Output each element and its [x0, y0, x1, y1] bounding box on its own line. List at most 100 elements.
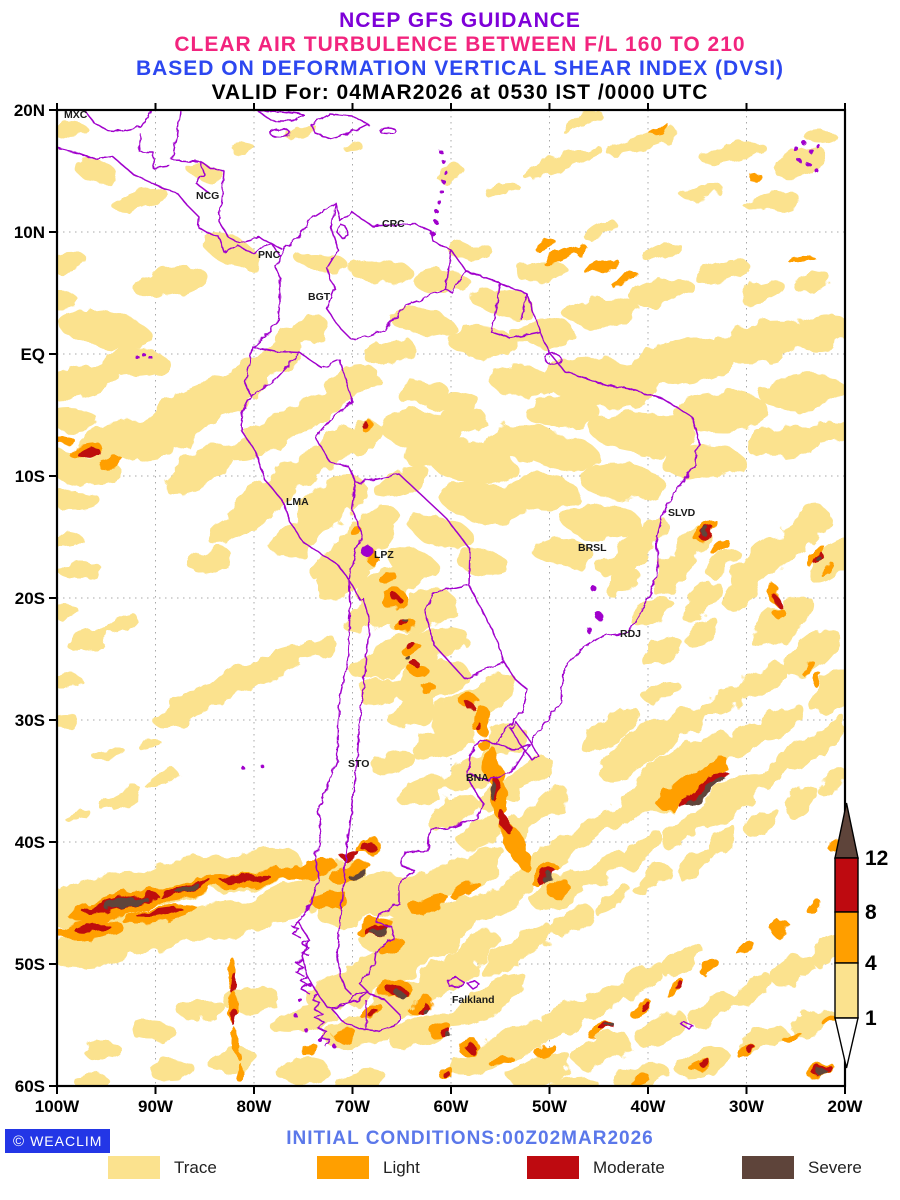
coastline-path [680, 1020, 694, 1030]
coastline-path [445, 249, 452, 291]
coastline-path [240, 202, 700, 1009]
island-dot [591, 586, 597, 592]
island-dot [816, 144, 820, 148]
coastline-path [509, 721, 539, 761]
lon-tick-label: 80W [237, 1097, 273, 1116]
title-method: BASED ON DEFORMATION VERTICAL SHEAR INDE… [135, 57, 785, 80]
city-label-bna: BNA [466, 772, 489, 784]
coastline-path [314, 401, 357, 484]
city-label-lma: LMA [286, 496, 309, 508]
coastline-path [355, 473, 471, 586]
coastline-path [495, 711, 523, 745]
city-label-slvd: SLVD [668, 507, 696, 519]
initial-conditions-text: INITIAL CONDITIONS:00Z02MAR2026 [286, 1128, 654, 1149]
island-dot [332, 1044, 336, 1048]
lat-tick-label: 30S [15, 711, 45, 730]
coastline-path [351, 270, 467, 341]
island-dot [136, 356, 140, 360]
island-dot [435, 210, 439, 214]
lat-tick-label: 60S [15, 1077, 45, 1096]
lat-tick-label: 40S [15, 833, 45, 852]
lon-tick-label: 30W [729, 1097, 765, 1116]
city-label-lpz: LPZ [374, 549, 394, 561]
colorbar-tick-label: 8 [865, 901, 877, 924]
lat-tick-label: 10N [14, 223, 45, 242]
map-content [57, 110, 845, 1087]
island-dot [809, 149, 815, 155]
city-label-ncg: NCG [196, 190, 219, 202]
island-dot [439, 150, 443, 154]
lon-tick-label: 60W [434, 1097, 470, 1116]
city-label-rdj: RDJ [620, 628, 641, 640]
coastline-path [310, 113, 369, 139]
coastline-path [57, 147, 281, 257]
lon-tick-label: 100W [35, 1097, 80, 1116]
coastline-path [348, 579, 371, 641]
city-label-crc: CRC [382, 218, 405, 230]
city-label-falkland: Falkland [452, 994, 495, 1006]
island-dot [434, 220, 438, 224]
lon-tick-label: 50W [532, 1097, 568, 1116]
legend-label: Severe [808, 1157, 862, 1177]
island-dot [141, 352, 145, 356]
island-dot [430, 231, 436, 237]
colorbar-tick-label: 1 [865, 1007, 877, 1030]
legend-item-light: Light [317, 1156, 420, 1179]
coastline-path [84, 110, 152, 132]
lat-tick-label: 10S [15, 467, 45, 486]
legend-swatch-severe [742, 1156, 794, 1179]
title-product: CLEAR AIR TURBULENCE BETWEEN F/L 160 TO … [174, 33, 746, 56]
island-dot [814, 168, 818, 172]
coastline-path [466, 739, 531, 777]
coastline-path [258, 110, 304, 122]
island-dot [586, 627, 592, 633]
lat-tick-label: 20N [14, 101, 45, 120]
island-dot [797, 158, 801, 162]
island-dot [443, 170, 447, 174]
severity-colorbar: 12 8 4 1 [834, 802, 888, 1069]
header-titles: NCEP GFS GUIDANCE CLEAR AIR TURBULENCE B… [0, 9, 900, 105]
legend-label: Trace [174, 1157, 217, 1177]
legend-label: Light [383, 1157, 420, 1177]
coastline-path [331, 992, 402, 1032]
island-dot [440, 190, 444, 194]
weaclim-badge: © WEACLIM [5, 1129, 111, 1153]
island-dot [304, 1028, 308, 1032]
city-label-pnc: PNC [258, 249, 281, 261]
coastline-path [250, 346, 353, 403]
island-dot [260, 764, 264, 768]
legend-label: Moderate [593, 1157, 665, 1177]
lat-tick-label: EQ [20, 345, 45, 364]
coastline-path [195, 160, 210, 194]
island-dot [442, 180, 446, 184]
title-model: NCEP GFS GUIDANCE [339, 9, 581, 32]
island-dot [595, 612, 603, 620]
island-dot [318, 1038, 322, 1042]
coastline-path [336, 223, 349, 239]
city-label-sto: STO [348, 758, 369, 770]
island-dot [801, 140, 807, 146]
axis-labels: 100W 90W 80W 70W 60W 50W 40W 30W 20W 20N 10N EQ 10S 2… [14, 101, 864, 1116]
island-dot [298, 998, 302, 1002]
colorbar-tick-label: 12 [865, 847, 888, 870]
city-label-mxc: MXC [64, 109, 88, 121]
legend-item-moderate: Moderate [527, 1156, 665, 1179]
trace-areas [57, 111, 845, 1087]
island-dot [805, 161, 811, 167]
island-dot [148, 355, 152, 359]
legend-swatch-moderate [527, 1156, 579, 1179]
island-dot [294, 1014, 298, 1018]
island-dot [442, 160, 446, 164]
turbulence-shading [57, 111, 845, 1087]
lat-tick-label: 50S [15, 955, 45, 974]
city-label-brsl: BRSL [578, 542, 607, 554]
coastline-path [348, 482, 363, 581]
island-dot [792, 145, 798, 151]
coastline-path [139, 133, 171, 169]
coastline-path [336, 639, 369, 996]
coastline-path [447, 977, 465, 988]
title-valid-time: VALID For: 04MAR2026 at 0530 IST /0000 U… [211, 81, 709, 104]
coastline-path [325, 202, 353, 341]
